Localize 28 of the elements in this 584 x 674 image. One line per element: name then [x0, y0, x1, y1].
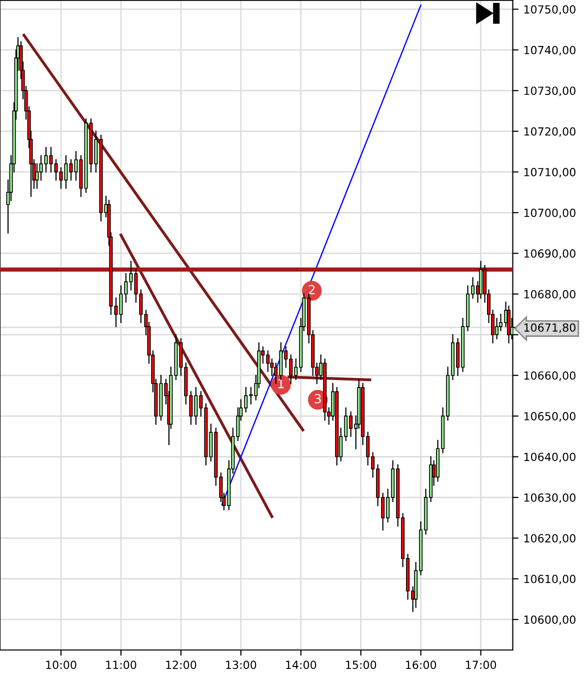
y-tick-label: 10671,80 [524, 323, 576, 333]
y-tick-label: 10620,00 [524, 534, 576, 544]
y-tick-label: 10710,00 [524, 168, 576, 178]
x-tick-label: 16:00 [406, 660, 436, 670]
x-tick-label: 13:00 [226, 660, 256, 670]
x-tick-label: 15:00 [346, 660, 376, 670]
annotation: 3 [314, 394, 321, 404]
x-tick-label: 11:00 [106, 660, 136, 670]
annotation: 1 [278, 379, 284, 388]
y-tick-label: 10740,00 [524, 46, 576, 56]
y-tick-label: 10700,00 [524, 208, 576, 218]
y-tick-label: 10680,00 [524, 290, 576, 300]
y-tick-label: 10630,00 [524, 493, 576, 503]
x-tick-label: 14:00 [286, 660, 316, 670]
y-tick-label: 10690,00 [524, 249, 576, 259]
x-tick-label: 10:00 [46, 660, 76, 670]
x-tick-label: 12:00 [166, 660, 196, 670]
y-tick-label: 10600,00 [524, 615, 576, 626]
candlestick [495, 318, 499, 340]
y-tick-label: 10610,00 [524, 574, 576, 584]
y-tick-label: 10730,00 [524, 86, 576, 96]
x-tick-label: 17:00 [466, 660, 496, 670]
y-tick-label: 10750,00 [524, 5, 576, 15]
y-tick-label: 10650,00 [524, 412, 576, 422]
annotation: 2 [308, 284, 315, 294]
y-tick-label: 10720,00 [524, 127, 576, 137]
y-tick-label: 10660,00 [524, 371, 576, 381]
y-tick-label: 10640,00 [524, 452, 576, 462]
